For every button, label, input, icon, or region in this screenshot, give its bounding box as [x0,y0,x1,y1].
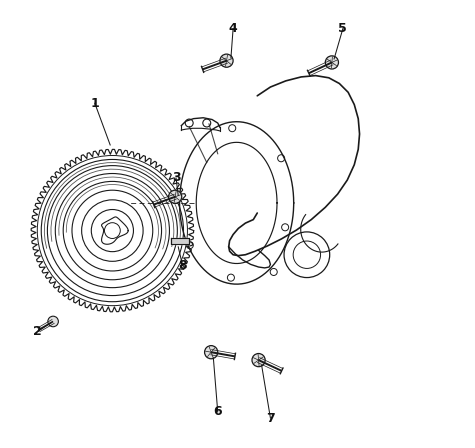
Polygon shape [171,237,189,244]
Text: 8: 8 [178,259,187,272]
Text: 3: 3 [172,172,180,185]
Text: 2: 2 [33,325,42,338]
Circle shape [220,54,233,67]
Text: 1: 1 [90,97,99,110]
Text: 5: 5 [339,22,347,35]
Circle shape [48,316,58,327]
Circle shape [205,345,218,359]
Circle shape [252,353,265,366]
Text: 7: 7 [266,412,275,425]
Text: 6: 6 [213,405,222,418]
Circle shape [169,190,182,203]
Circle shape [325,56,339,69]
Text: 4: 4 [229,22,238,35]
